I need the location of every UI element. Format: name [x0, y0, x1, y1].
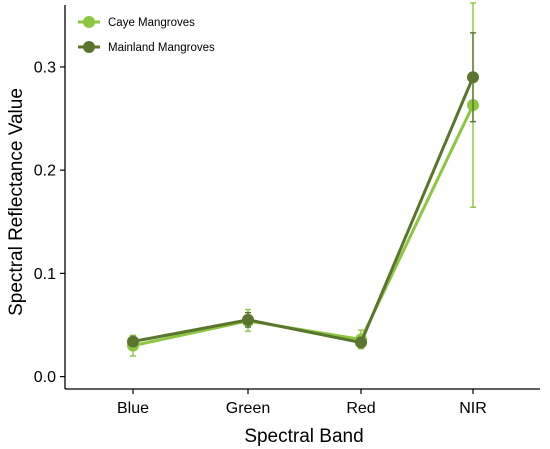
- series-line: [132, 76, 475, 345]
- x-axis-label: Spectral Band: [244, 426, 363, 447]
- data-point: [355, 336, 367, 349]
- legend-item-caye-mangroves: Caye Mangroves: [78, 16, 195, 29]
- x-tick-label: NIR: [459, 400, 487, 417]
- y-tick-label: 0.3: [34, 59, 56, 76]
- legend-label: Mainland Mangroves: [108, 42, 215, 54]
- series-caye-mangroves: [127, 2, 479, 357]
- series: [127, 2, 479, 357]
- y-axis-label: Spectral Reflectance Value: [6, 88, 27, 316]
- legend-marker: [83, 41, 95, 53]
- axes: [64, 5, 540, 390]
- legend-marker: [83, 16, 95, 28]
- data-point: [127, 335, 139, 348]
- ticks: 0.0 0.1 0.2 0.3 Blue Green Red NIR: [34, 59, 487, 417]
- y-tick-label: 0.0: [34, 369, 56, 386]
- data-point: [467, 71, 479, 84]
- legend: Caye Mangroves Mainland Mangroves: [78, 16, 215, 54]
- x-tick-label: Red: [346, 400, 375, 417]
- series-line: [132, 104, 475, 348]
- data-point: [242, 313, 254, 326]
- y-tick-label: 0.1: [34, 266, 56, 283]
- legend-item-mainland-mangroves: Mainland Mangroves: [78, 41, 215, 54]
- legend-label: Caye Mangroves: [108, 17, 195, 29]
- x-tick-label: Green: [226, 400, 270, 417]
- x-tick-label: Blue: [117, 400, 149, 417]
- y-tick-label: 0.2: [34, 163, 56, 180]
- series-mainland-mangroves: [127, 32, 479, 349]
